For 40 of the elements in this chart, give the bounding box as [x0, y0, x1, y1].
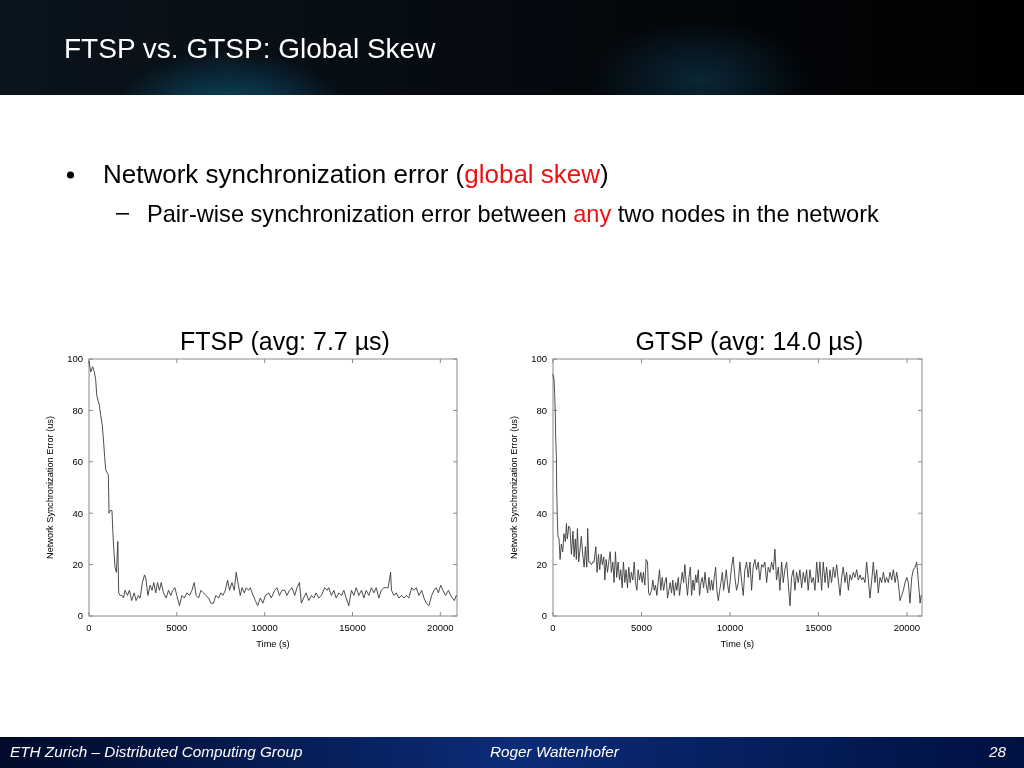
- y-tick-label: 0: [541, 610, 547, 622]
- y-tick-label: 80: [536, 404, 547, 416]
- y-axis-title: Network Synchronization Error (us): [45, 416, 55, 559]
- text: Network synchronization error (: [103, 159, 465, 189]
- y-tick-label: 60: [72, 456, 83, 468]
- y-axis-title: Network Synchronization Error (us): [509, 416, 519, 559]
- text: ): [600, 159, 609, 189]
- text: FTSP vs. GTSP: Global Skew: [64, 33, 437, 64]
- x-axis-title: Time (s): [256, 639, 290, 649]
- line-series: [552, 373, 922, 607]
- y-tick-label: 40: [536, 507, 547, 519]
- x-axis-title: Time (s): [720, 639, 755, 649]
- text: Pair-wise synchronization error between: [147, 201, 574, 227]
- text: two nodes in the network: [611, 201, 879, 227]
- y-tick-label: 60: [536, 456, 547, 468]
- text: Roger Wattenhofer: [490, 743, 620, 760]
- x-tick-label: 10000: [251, 622, 278, 633]
- x-tick-label: 5000: [166, 622, 188, 633]
- x-tick-label: 20000: [427, 622, 454, 633]
- x-tick-label: 0: [550, 622, 556, 633]
- text: ETH Zurich – Distributed Computing Group: [10, 743, 303, 760]
- y-tick-label: 80: [72, 404, 83, 416]
- y-tick-label: 20: [536, 558, 547, 570]
- y-tick-label: 40: [72, 507, 83, 519]
- text: 28: [987, 743, 1007, 760]
- chart-title: GTSP (avg: 14.0 µs): [635, 327, 864, 355]
- x-tick-label: 15000: [805, 622, 832, 633]
- y-tick-label: 0: [77, 610, 83, 622]
- x-tick-label: 10000: [716, 622, 744, 633]
- y-tick-label: 100: [67, 353, 83, 365]
- x-tick-label: 0: [86, 622, 92, 633]
- x-tick-label: 5000: [630, 622, 653, 633]
- line-series: [88, 361, 457, 607]
- x-tick-label: 15000: [339, 622, 366, 633]
- text: global skew: [464, 159, 601, 189]
- y-tick-label: 20: [72, 558, 83, 570]
- y-tick-label: 100: [531, 353, 547, 365]
- x-tick-label: 20000: [893, 622, 921, 633]
- chart-title: FTSP (avg: 7.7 µs): [180, 327, 390, 355]
- text: any: [573, 201, 612, 227]
